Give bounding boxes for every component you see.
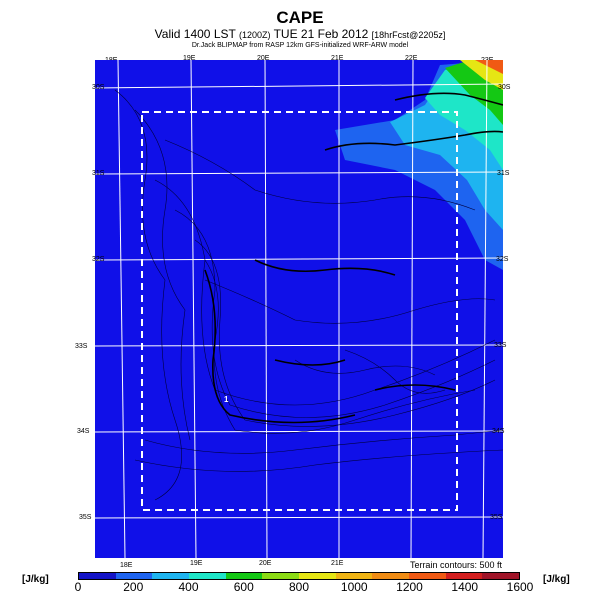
colorbar-tick-label: 1400 bbox=[451, 580, 479, 594]
inner-domain-box bbox=[141, 111, 458, 511]
colorbar-tick-label: 800 bbox=[288, 580, 310, 594]
model-credit: Dr.Jack BLIPMAP from RASP 12km GFS-initi… bbox=[191, 42, 409, 49]
lat-label-left: 33S bbox=[75, 343, 88, 350]
forecast-date: TUE 21 Feb 2012 bbox=[273, 27, 369, 41]
unit-label-left: [J/kg] bbox=[22, 574, 49, 585]
cape-contours bbox=[204, 92, 503, 424]
lon-label-bottom: 20E bbox=[259, 560, 272, 567]
lat-label-right: 34S bbox=[492, 428, 505, 435]
cape-shading bbox=[335, 60, 503, 270]
lat-label-left: 35S bbox=[79, 514, 92, 521]
lon-label-bottom: 19E bbox=[190, 560, 203, 567]
colorbar-tick-label: 200 bbox=[123, 580, 144, 594]
terrain-contours bbox=[114, 89, 503, 501]
colorbar-swatch bbox=[335, 573, 373, 579]
utc-time: (1200Z) bbox=[238, 30, 271, 40]
colorbar-swatch bbox=[482, 573, 520, 579]
lat-label-right: 31S bbox=[497, 170, 510, 177]
colorbar-swatch bbox=[372, 573, 410, 579]
lat-label-right: 32S bbox=[496, 256, 509, 263]
colorbar-tick-label: 1000 bbox=[340, 580, 368, 594]
lat-label-left: 30S bbox=[92, 84, 105, 91]
colorbar-tick-label: 1600 bbox=[506, 580, 534, 594]
lat-label-left: 32S bbox=[92, 256, 105, 263]
lon-label-bottom: 21E bbox=[331, 560, 344, 567]
colorbar-swatch bbox=[299, 573, 336, 579]
lat-label-right: 35S bbox=[490, 514, 503, 521]
forecast-info: [18hrFcst@2205z] bbox=[371, 30, 446, 40]
colorbar-swatch bbox=[445, 573, 483, 579]
lon-label-top: 20E bbox=[257, 55, 270, 62]
terrain-contours-note: Terrain contours: 500 ft bbox=[409, 560, 502, 570]
colorbar-swatch bbox=[225, 573, 263, 579]
lat-label-left: 34S bbox=[77, 428, 90, 435]
colorbar-tick-label: 1200 bbox=[396, 580, 423, 594]
valid-time: Valid 1400 LST bbox=[154, 27, 236, 41]
colorbar-swatch bbox=[262, 573, 300, 579]
lat-label-right: 33S bbox=[494, 342, 507, 349]
colorbar-swatch bbox=[115, 573, 153, 579]
cape-map: 1 bbox=[95, 60, 503, 558]
colorbar bbox=[78, 572, 520, 580]
valid-time-subtitle: Valid 1400 LST (1200Z) TUE 21 Feb 2012 [… bbox=[0, 27, 600, 41]
colorbar-swatch bbox=[189, 573, 226, 579]
lon-label-top: 21E bbox=[331, 55, 344, 62]
lon-label-top: 22E bbox=[405, 55, 418, 62]
lon-label-top: 19E bbox=[183, 55, 196, 62]
colorbar-tick-label: 400 bbox=[178, 580, 199, 594]
lon-label-bottom: 18E bbox=[120, 562, 133, 569]
colorbar-swatch bbox=[152, 573, 190, 579]
unit-label-right: [J/kg] bbox=[543, 574, 570, 585]
chart-title: CAPE bbox=[276, 8, 324, 27]
colorbar-swatch bbox=[409, 573, 446, 579]
lat-label-left: 31S bbox=[92, 170, 105, 177]
colorbar-tick-label: 600 bbox=[233, 580, 254, 594]
cape-field bbox=[95, 60, 503, 558]
colorbar-swatch bbox=[79, 573, 116, 579]
site-marker: 1 bbox=[224, 395, 229, 404]
colorbar-tick-label: 0 bbox=[74, 580, 82, 594]
lat-label-right: 30S bbox=[498, 84, 511, 91]
graticule bbox=[95, 60, 503, 558]
